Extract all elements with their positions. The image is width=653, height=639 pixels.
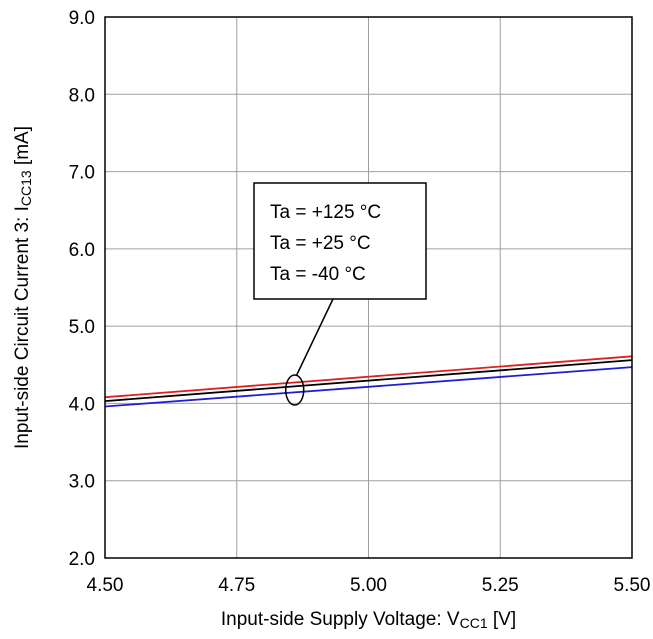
- y-tick-label: 6.0: [69, 240, 95, 261]
- y-tick-label: 3.0: [69, 472, 95, 493]
- series-layer: [104, 355, 633, 408]
- x-tick-label: 5.00: [350, 575, 387, 596]
- y-tick-label: 9.0: [69, 8, 95, 29]
- y-tick-label: 8.0: [69, 85, 95, 106]
- series-line: [104, 355, 633, 399]
- y-tick-label: 7.0: [69, 163, 95, 184]
- legend-entry: Ta = -40 °C: [270, 264, 366, 285]
- x-tick-label: 4.50: [87, 575, 124, 596]
- tick-layer: 4.50 4.75 5.00 5.25 5.50 2.0 3.0 4.0 5.0 6.0 7.0 8.…: [69, 8, 651, 596]
- series-line: [104, 366, 633, 408]
- x-tick-label: 5.25: [482, 575, 519, 596]
- y-tick-label: 4.0: [69, 394, 95, 415]
- legend-entry: Ta = +125 °C: [270, 202, 381, 223]
- y-tick-label: 5.0: [69, 317, 95, 338]
- legend-callout: Ta = +125 °C Ta = +25 °C Ta = -40 °C: [253, 182, 427, 406]
- legend-box: [253, 182, 427, 300]
- legend-ellipse: [284, 374, 305, 406]
- legend-entry: Ta = +25 °C: [270, 233, 371, 254]
- grid-layer: [105, 17, 632, 558]
- plot-frame: [104, 16, 633, 559]
- x-tick-label: 4.75: [218, 575, 255, 596]
- x-tick-label: 5.50: [614, 575, 651, 596]
- legend-pointer: [296, 298, 334, 376]
- y-axis-title: Input-side Circuit Current 3: ICC13 [mA]: [12, 126, 34, 449]
- y-tick-label: 2.0: [69, 549, 95, 570]
- series-line: [104, 359, 633, 402]
- x-axis-title: Input-side Supply Voltage: VCC1 [V]: [221, 609, 516, 631]
